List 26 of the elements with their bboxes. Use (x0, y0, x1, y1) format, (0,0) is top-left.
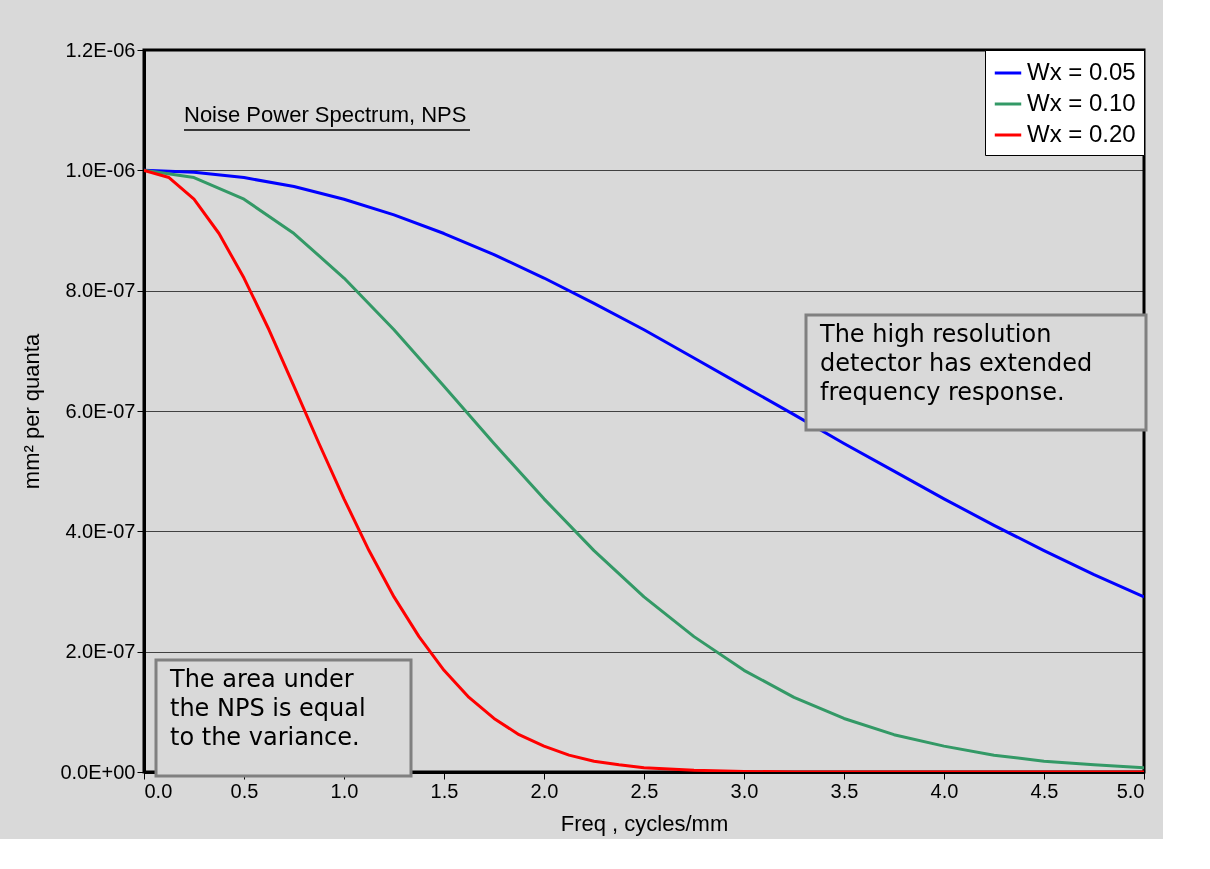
y-tick-label: 6.0E-07 (65, 399, 136, 422)
legend-label: Wx = 0.10 (1027, 89, 1136, 116)
x-tick-label: 1.5 (430, 779, 459, 802)
x-tick-label: 4.0 (930, 779, 959, 802)
annotation: Noise Power Spectrum, NPS (184, 102, 467, 127)
y-tick-label: 1.2E-06 (65, 38, 136, 61)
x-tick-label: 3.0 (730, 779, 759, 802)
y-tick-label: 8.0E-07 (65, 279, 136, 302)
x-axis-title: Freq , cycles/mm (560, 810, 729, 836)
x-tick-label: 1.0 (330, 779, 359, 802)
x-tick-label: 2.0 (530, 779, 559, 802)
x-tick-label: 2.5 (630, 779, 659, 802)
x-tick-label: 4.5 (1030, 779, 1059, 802)
y-tick-label: 4.0E-07 (65, 519, 136, 542)
legend-label: Wx = 0.20 (1027, 120, 1136, 147)
x-tick-label: 0.5 (230, 779, 259, 802)
x-tick-label: 3.5 (830, 779, 859, 802)
y-tick-label: 1.0E-06 (65, 158, 136, 181)
x-tick-label: 5.0 (1116, 779, 1145, 802)
y-tick-label: 0.0E+00 (60, 760, 136, 783)
legend-label: Wx = 0.05 (1027, 58, 1136, 85)
y-axis-title: mm² per quanta (19, 333, 45, 490)
annotation: The area under the NPS is equal to the variance. (169, 665, 366, 751)
y-tick-label: 2.0E-07 (65, 640, 136, 663)
x-tick-label: 0.0 (144, 779, 173, 802)
annotation: The high resolution detector has extended frequency response. (819, 320, 1093, 406)
